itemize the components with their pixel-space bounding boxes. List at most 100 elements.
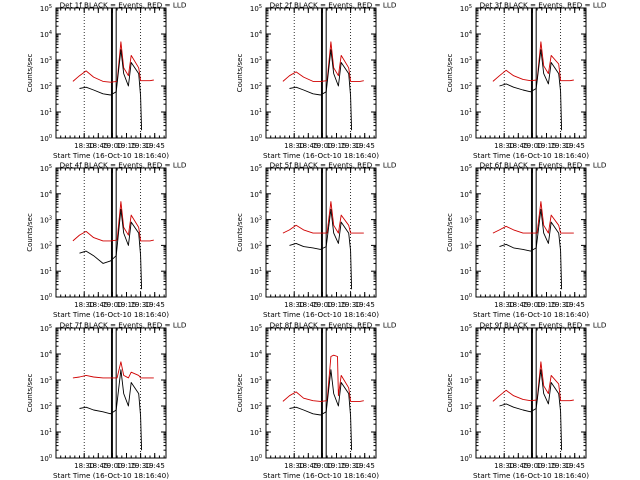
series-line-events — [79, 208, 143, 290]
y-tick-label: 100 — [460, 134, 472, 143]
y-tick-label: 103 — [40, 56, 52, 65]
x-tick-label: 19:30 — [551, 142, 571, 150]
y-tick-label: 105 — [250, 164, 262, 173]
series-line-lld — [492, 361, 574, 402]
chart-title: Det 4f BLACK = Events, RED = LLD — [60, 161, 187, 170]
x-axis-label: Start Time (16-Oct-10 18:16:40) — [53, 471, 169, 480]
x-tick-label: 19:30 — [341, 142, 361, 150]
chart-panel-6: 10010110210310410518:3018:4519:0019:1519… — [446, 161, 607, 320]
x-tick-label: 19:45 — [145, 142, 165, 150]
y-tick-label: 100 — [250, 454, 262, 463]
x-tick-label: 19:15 — [116, 142, 136, 150]
y-tick-label: 100 — [40, 454, 52, 463]
y-tick-label: 101 — [460, 428, 472, 437]
series-line-events — [499, 369, 563, 451]
x-tick-label: 19:15 — [536, 462, 556, 470]
x-axis-label: Start Time (16-Oct-10 18:16:40) — [263, 310, 379, 319]
y-tick-label: 102 — [40, 82, 52, 91]
x-axis-label: Start Time (16-Oct-10 18:16:40) — [473, 151, 589, 160]
y-tick-label: 104 — [40, 190, 52, 199]
x-tick-label: 18:45 — [298, 301, 318, 309]
x-tick-label: 18:30 — [494, 142, 514, 150]
y-tick-label: 104 — [250, 30, 262, 39]
x-tick-label: 19:15 — [116, 462, 136, 470]
y-axis-label: Counts/sec — [446, 54, 454, 93]
y-tick-label: 105 — [40, 4, 52, 13]
x-tick-label: 19:30 — [341, 462, 361, 470]
chart-title: Det 5f BLACK = Events, RED = LLD — [270, 161, 397, 170]
series-line-lld — [282, 201, 364, 234]
x-axis-label: Start Time (16-Oct-10 18:16:40) — [263, 151, 379, 160]
y-tick-label: 104 — [40, 30, 52, 39]
series-line-lld — [492, 41, 574, 82]
x-tick-label: 19:00 — [522, 142, 542, 150]
y-tick-label: 103 — [250, 376, 262, 385]
chart-panel-8: 10010110210310410518:3018:4519:0019:1519… — [236, 321, 397, 480]
series-line-lld — [72, 41, 154, 83]
chart-panel-1: 10010110210310410518:3018:4519:0019:1519… — [26, 1, 187, 161]
y-axis-label: Counts/sec — [26, 374, 34, 413]
y-axis-label: Counts/sec — [236, 374, 244, 413]
x-tick-label: 19:30 — [551, 301, 571, 309]
x-axis-label: Start Time (16-Oct-10 18:16:40) — [53, 310, 169, 319]
y-tick-label: 104 — [250, 190, 262, 199]
y-axis-label: Counts/sec — [26, 54, 34, 93]
chart-title: Det 8f BLACK = Events, RED = LLD — [270, 321, 397, 330]
y-tick-label: 100 — [40, 293, 52, 302]
y-tick-label: 100 — [250, 134, 262, 143]
y-tick-label: 101 — [40, 108, 52, 117]
series-line-lld — [492, 201, 574, 234]
series-line-lld — [72, 201, 154, 242]
y-tick-label: 104 — [460, 350, 472, 359]
y-tick-label: 105 — [250, 4, 262, 13]
x-tick-label: 18:45 — [88, 142, 108, 150]
x-tick-label: 18:45 — [298, 142, 318, 150]
x-tick-label: 19:00 — [312, 462, 332, 470]
y-tick-label: 100 — [40, 134, 52, 143]
x-axis-label: Start Time (16-Oct-10 18:16:40) — [263, 471, 379, 480]
y-tick-label: 101 — [40, 428, 52, 437]
x-tick-label: 19:30 — [341, 301, 361, 309]
y-tick-label: 104 — [460, 30, 472, 39]
y-tick-label: 104 — [460, 190, 472, 199]
y-tick-label: 102 — [40, 241, 52, 250]
x-tick-label: 18:30 — [284, 142, 304, 150]
x-tick-label: 19:45 — [565, 462, 585, 470]
y-tick-label: 100 — [460, 293, 472, 302]
x-axis-label: Start Time (16-Oct-10 18:16:40) — [473, 310, 589, 319]
x-tick-label: 19:15 — [536, 301, 556, 309]
y-tick-label: 103 — [40, 376, 52, 385]
y-tick-label: 102 — [250, 241, 262, 250]
series-line-events — [289, 49, 353, 131]
x-tick-label: 19:45 — [565, 301, 585, 309]
y-tick-label: 103 — [250, 56, 262, 65]
y-tick-label: 103 — [460, 216, 472, 225]
x-tick-label: 18:30 — [284, 462, 304, 470]
chart-panel-9: 10010110210310410518:3018:4519:0019:1519… — [446, 321, 607, 480]
y-tick-label: 105 — [460, 324, 472, 333]
x-tick-label: 19:45 — [355, 462, 375, 470]
x-axis-label: Start Time (16-Oct-10 18:16:40) — [473, 471, 589, 480]
x-tick-label: 18:45 — [298, 462, 318, 470]
chart-title: Det 6f BLACK = Events, RED = LLD — [480, 161, 607, 170]
series-line-events — [79, 49, 143, 131]
y-tick-label: 100 — [460, 454, 472, 463]
y-tick-label: 101 — [250, 108, 262, 117]
x-tick-label: 19:15 — [326, 301, 346, 309]
y-axis-label: Counts/sec — [236, 213, 244, 252]
y-axis-label: Counts/sec — [236, 54, 244, 93]
y-tick-label: 102 — [250, 402, 262, 411]
x-tick-label: 19:30 — [131, 462, 151, 470]
x-tick-label: 18:45 — [508, 301, 528, 309]
x-tick-label: 19:30 — [131, 142, 151, 150]
x-tick-label: 19:30 — [551, 462, 571, 470]
y-tick-label: 105 — [460, 4, 472, 13]
chart-title: Det 1f BLACK = Events, RED = LLD — [60, 1, 187, 10]
chart-panel-4: 10010110210310410518:3018:4519:0019:1519… — [26, 161, 187, 320]
x-tick-label: 19:45 — [565, 142, 585, 150]
x-tick-label: 19:15 — [326, 142, 346, 150]
x-tick-label: 18:30 — [494, 301, 514, 309]
x-tick-label: 19:00 — [102, 462, 122, 470]
y-tick-label: 101 — [40, 267, 52, 276]
